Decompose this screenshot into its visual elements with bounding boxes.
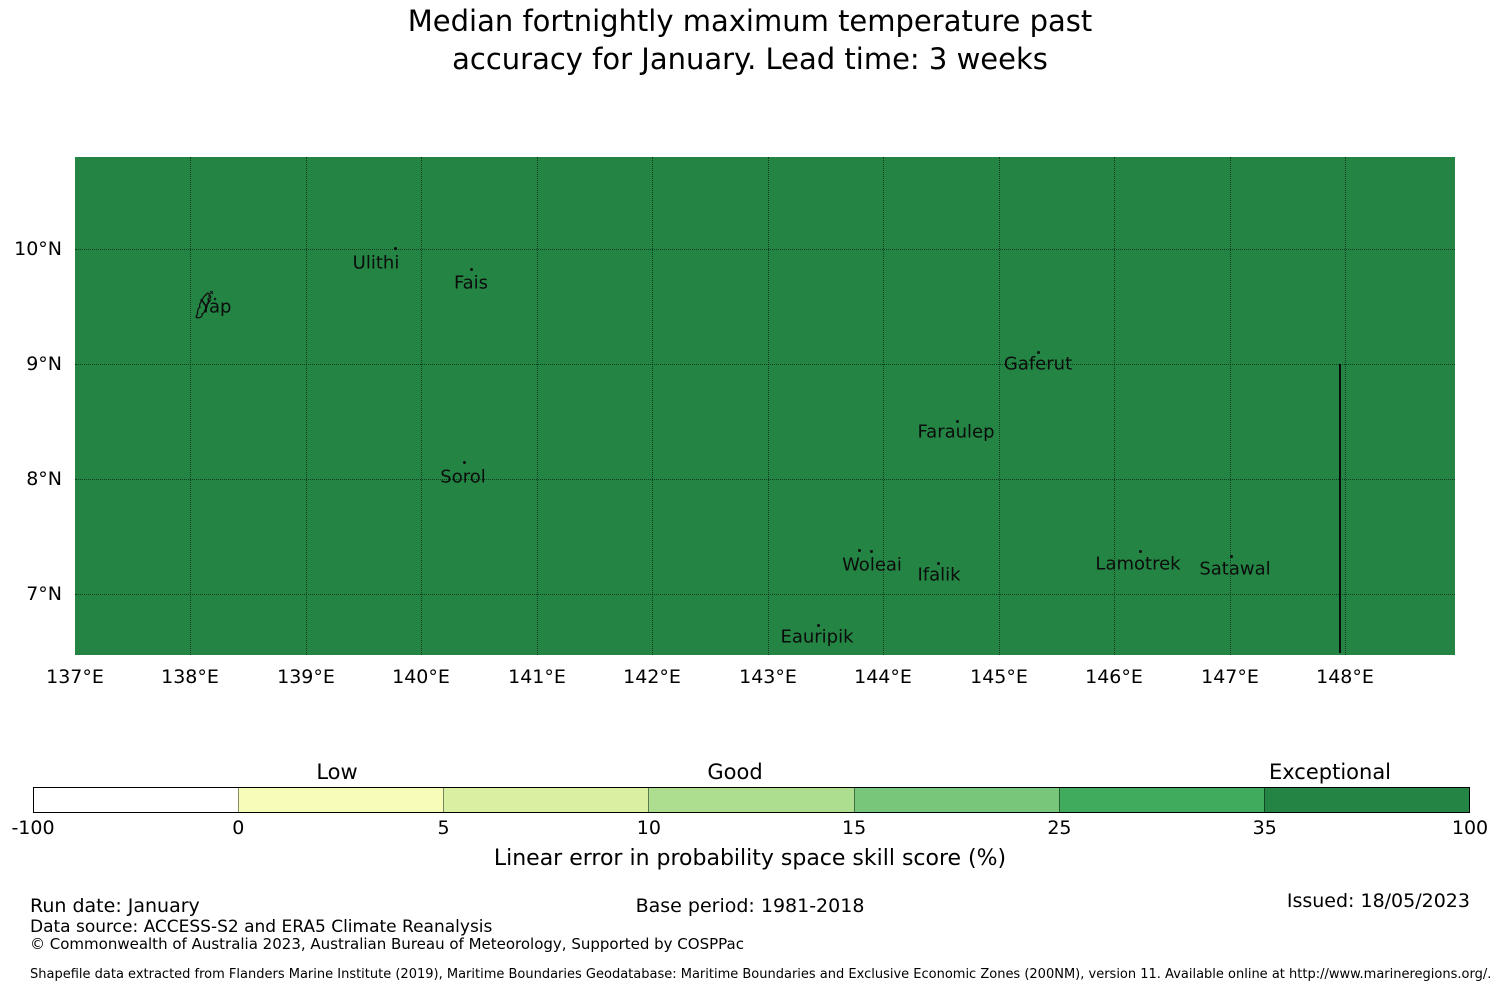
issued-date-text: Issued: 18/05/2023 xyxy=(1286,890,1470,912)
gridline-vertical xyxy=(190,157,191,655)
eez-boundary-line xyxy=(1339,364,1341,653)
chart-title-line2: accuracy for January. Lead time: 3 weeks xyxy=(452,42,1048,76)
colorbar-segment-6 xyxy=(1263,788,1469,812)
colorbar-segment-3 xyxy=(648,788,854,812)
colorbar-tick-label: 5 xyxy=(437,817,450,839)
island-dot-eauripik xyxy=(816,623,820,627)
yap-island-outline xyxy=(195,290,217,319)
colorbar-segment-2 xyxy=(443,788,649,812)
island-label-ulithi: Ulithi xyxy=(352,252,400,274)
island-label-yap: Yap xyxy=(200,296,232,318)
gridline-horizontal xyxy=(75,479,1455,480)
colorbar-tick-label: 100 xyxy=(1451,817,1489,839)
x-tick-label: 146°E xyxy=(1085,666,1143,688)
x-tick-label: 142°E xyxy=(623,666,681,688)
gridline-horizontal xyxy=(75,249,1455,250)
gridline-vertical xyxy=(1345,157,1346,655)
colorbar-category-good: Good xyxy=(707,760,763,784)
colorbar-tick-label: 10 xyxy=(636,817,661,839)
data-source-text: Data source: ACCESS-S2 and ERA5 Climate … xyxy=(30,917,493,937)
colorbar-tick-label: 25 xyxy=(1047,817,1072,839)
gridline-horizontal xyxy=(75,364,1455,365)
gridline-vertical xyxy=(306,157,307,655)
colorbar-tick-label: 35 xyxy=(1252,817,1277,839)
colorbar-tick-label: -100 xyxy=(11,817,55,839)
colorbar-segment-4 xyxy=(853,788,1059,812)
colorbar-category-exceptional: Exceptional xyxy=(1268,760,1392,784)
x-tick-label: 144°E xyxy=(854,666,912,688)
x-tick-label: 138°E xyxy=(161,666,219,688)
x-tick-label: 143°E xyxy=(739,666,797,688)
gridline-vertical xyxy=(999,157,1000,655)
colorbar-segment-5 xyxy=(1058,788,1264,812)
island-dot-sorol xyxy=(462,460,466,464)
gridline-vertical xyxy=(652,157,653,655)
island-dot-ulithi xyxy=(393,246,397,250)
x-tick-label: 147°E xyxy=(1201,666,1259,688)
x-tick-label: 139°E xyxy=(277,666,335,688)
island-label-gaferut: Gaferut xyxy=(1003,353,1073,375)
gridline-vertical xyxy=(537,157,538,655)
map-canvas: Yap Ulithi Fais Sorol Gaferut Faraulep Woleai I… xyxy=(75,157,1455,655)
copyright-text: © Commonwealth of Australia 2023, Austra… xyxy=(30,935,744,953)
chart-title: Median fortnightly maximum temperature p… xyxy=(0,2,1500,78)
gridline-vertical xyxy=(883,157,884,655)
island-dot-ifalik xyxy=(936,561,940,565)
island-dot-faraulep xyxy=(955,419,959,423)
island-label-eauripik: Eauripik xyxy=(780,626,854,648)
y-tick-label: 8°N xyxy=(26,468,62,490)
y-tick-label: 9°N xyxy=(26,353,62,375)
base-period-text: Base period: 1981-2018 xyxy=(635,895,865,917)
x-tick-label: 140°E xyxy=(392,666,450,688)
x-tick-label: 145°E xyxy=(970,666,1028,688)
x-tick-label: 148°E xyxy=(1316,666,1374,688)
gridline-vertical xyxy=(421,157,422,655)
island-dot-satawal xyxy=(1229,554,1233,558)
colorbar xyxy=(33,787,1470,813)
island-label-faraulep: Faraulep xyxy=(917,421,995,443)
shapefile-attribution-text: Shapefile data extracted from Flanders M… xyxy=(30,967,1492,982)
island-label-woleai: Woleai xyxy=(842,554,902,576)
gridline-horizontal xyxy=(75,594,1455,595)
island-dot-lamotrek xyxy=(1138,549,1142,553)
y-tick-label: 7°N xyxy=(26,583,62,605)
island-label-sorol: Sorol xyxy=(440,466,486,488)
gridline-vertical xyxy=(768,157,769,655)
island-dot-woleai xyxy=(857,548,861,552)
gridline-vertical xyxy=(1114,157,1115,655)
colorbar-tick-label: 0 xyxy=(232,817,245,839)
x-tick-label: 141°E xyxy=(508,666,566,688)
y-tick-label: 10°N xyxy=(14,238,62,260)
x-tick-label: 137°E xyxy=(46,666,104,688)
gridline-vertical xyxy=(1230,157,1231,655)
colorbar-segment-0 xyxy=(34,788,239,812)
island-dot-woleai xyxy=(869,549,873,553)
colorbar-tick-label: 15 xyxy=(842,817,867,839)
colorbar-axis-label: Linear error in probability space skill … xyxy=(493,846,1007,871)
colorbar-category-low: Low xyxy=(316,760,358,784)
colorbar-segment-1 xyxy=(238,788,444,812)
chart-title-line1: Median fortnightly maximum temperature p… xyxy=(407,4,1093,38)
island-label-fais: Fais xyxy=(453,272,489,294)
island-label-lamotrek: Lamotrek xyxy=(1095,553,1181,575)
island-label-satawal: Satawal xyxy=(1199,558,1271,580)
island-label-ifalik: Ifalik xyxy=(917,564,961,586)
run-date-text: Run date: January xyxy=(30,895,200,917)
island-dot-gaferut xyxy=(1036,350,1040,354)
island-dot-fais xyxy=(469,267,473,271)
